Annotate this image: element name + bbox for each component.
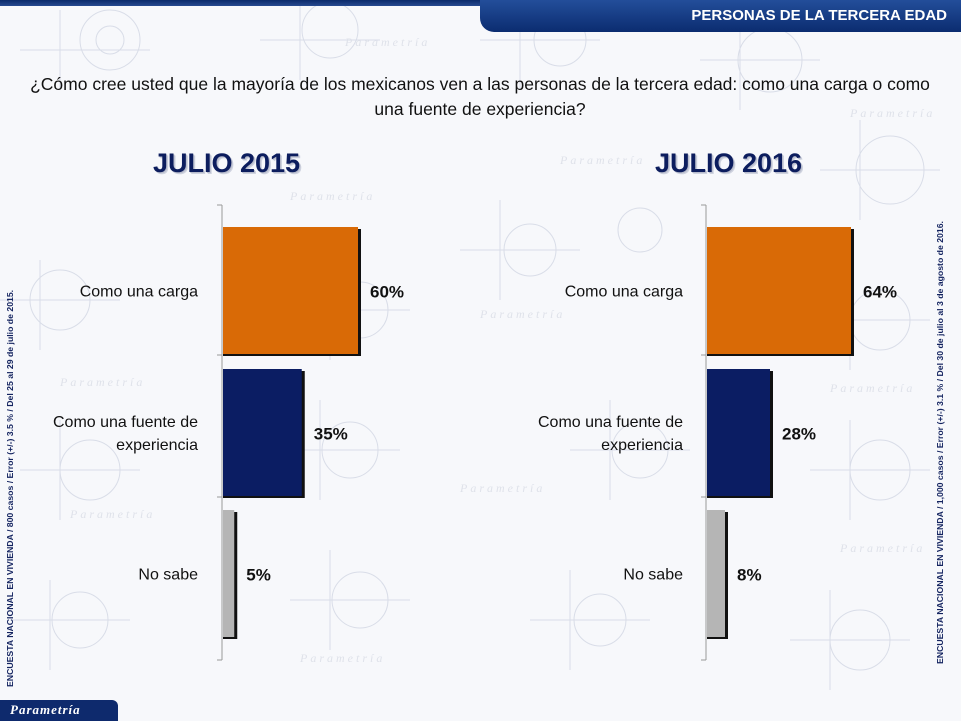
svg-text:Parametría: Parametría [459,481,545,495]
value-label: 60% [370,283,404,302]
svg-text:Parametría: Parametría [299,651,385,665]
category-label: Como una fuente de [53,414,198,431]
value-label: 8% [737,566,762,585]
category-label: Como una carga [565,284,683,301]
category-label: Como una carga [80,284,198,301]
svg-text:Parametría: Parametría [839,541,925,555]
svg-text:Parametría: Parametría [559,153,645,167]
bar-experiencia [223,369,302,496]
category-label: experiencia [116,437,198,454]
category-label: Como una fuente de [538,414,683,431]
header-title: PERSONAS DE LA TERCERA EDAD [691,7,947,24]
bar-experiencia [707,369,770,496]
svg-text:Parametría: Parametría [479,307,565,321]
svg-text:Parametría: Parametría [59,375,145,389]
logo-text: Parametría [10,702,81,717]
bar-carga [223,227,358,354]
panel-title-2015: JULIO 2015 [153,148,301,178]
value-label: 35% [314,425,348,444]
category-label: experiencia [601,437,683,454]
svg-text:Parametría: Parametría [69,507,155,521]
bar-carga [707,227,851,354]
svg-text:Parametría: Parametría [849,106,935,120]
bar-nosabe [707,510,725,637]
value-label: 5% [246,566,271,585]
survey-question: ¿Cómo cree usted que la mayoría de los m… [30,74,930,119]
bar-nosabe [223,510,235,637]
category-label: No sabe [623,567,683,584]
category-label: No sabe [138,567,198,584]
header-tab: PERSONAS DE LA TERCERA EDAD [480,0,961,32]
value-label: 28% [782,425,816,444]
parametria-logo: Parametría [0,700,118,721]
value-label: 64% [863,283,897,302]
svg-text:Parametría: Parametría [289,189,375,203]
svg-text:Parametría: Parametría [829,381,915,395]
panel-title-2016: JULIO 2016 [655,148,803,178]
svg-text:Parametría: Parametría [344,35,430,49]
